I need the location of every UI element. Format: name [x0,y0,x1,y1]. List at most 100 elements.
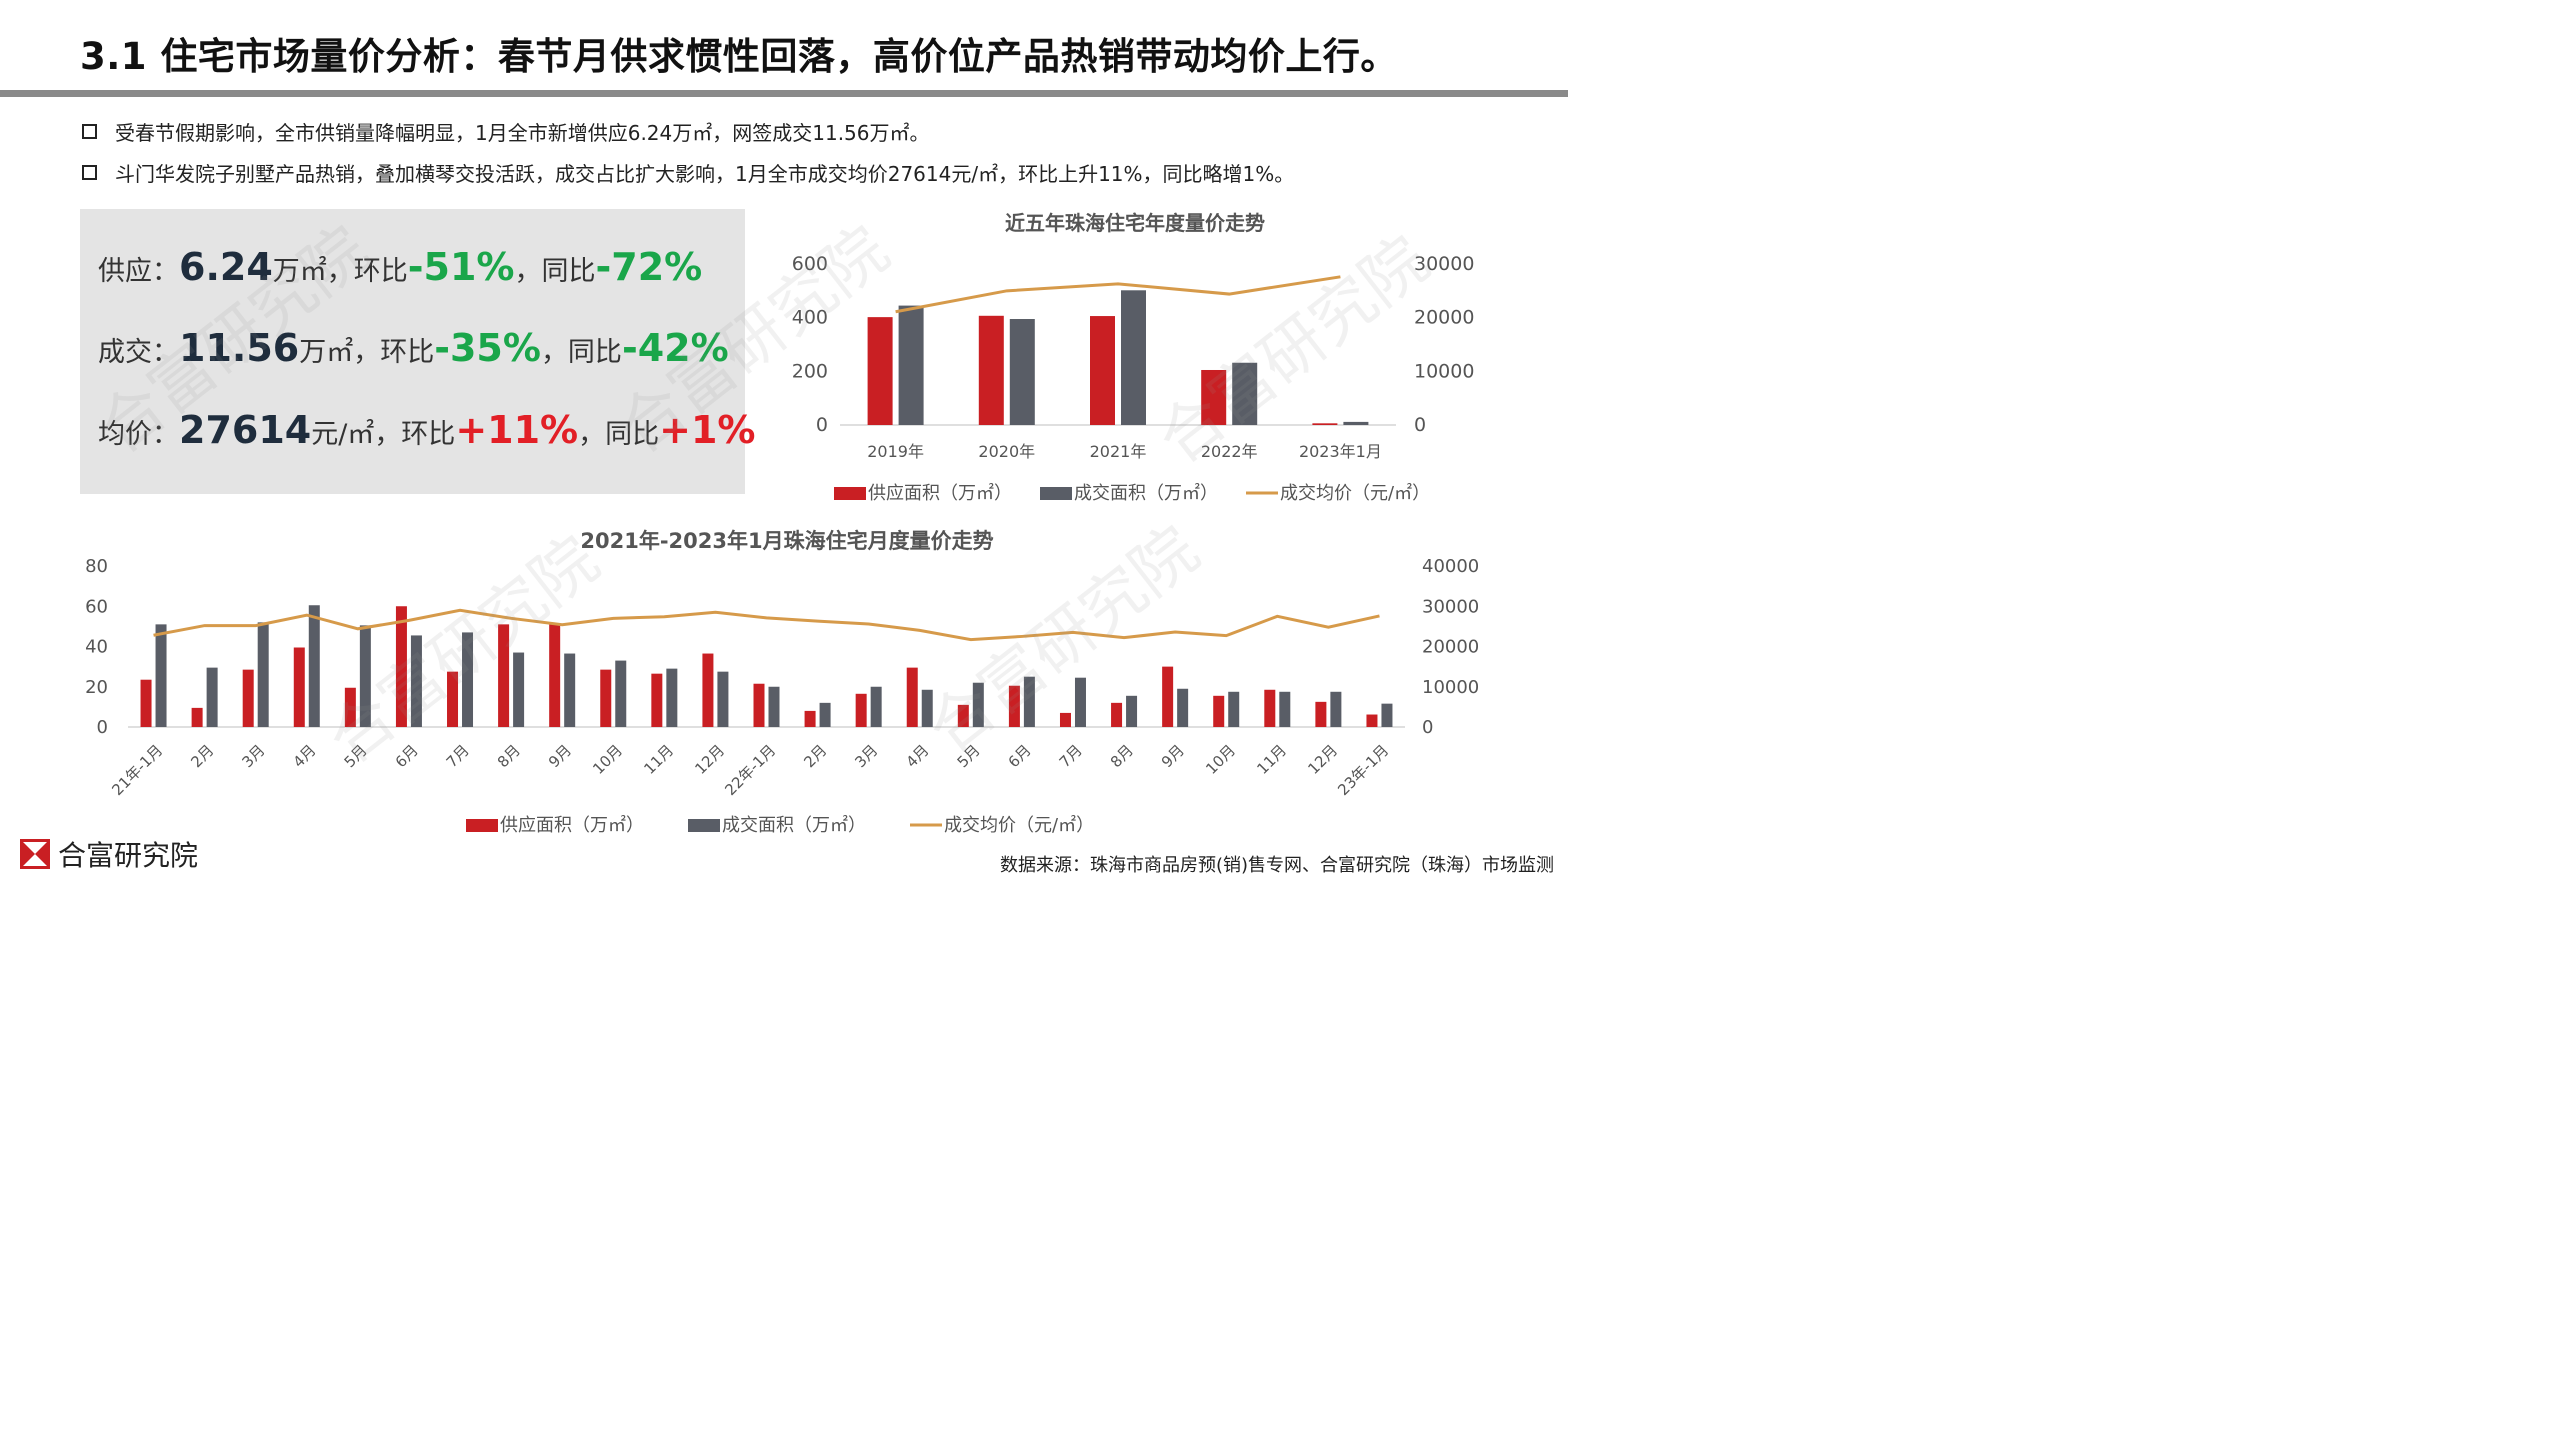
price-line [895,275,1341,314]
price-yoy-label: ，同比 [578,419,660,450]
y-right-tick-label: 10000 [1422,677,1479,698]
x-tick-label: 11月 [640,741,677,778]
x-tick-label: 12月 [1304,741,1341,778]
y-right-tick-label: 30000 [1422,596,1479,617]
bar-deal [1279,691,1291,727]
supply-stat-line: 供应：6.24万㎡，环比-51%，同比-72% [98,245,702,289]
bar-deal [717,671,729,727]
bar-deal [898,305,924,425]
bar-supply [1312,423,1338,425]
y-right-tick-label: 20000 [1422,637,1479,658]
price-mom-value: +11% [455,408,579,452]
bullet-item: 受春节假期影响，全市供销量降幅明显，1月全市新增供应6.24万㎡，网签成交11.… [82,117,930,146]
y-right-tick-label: 40000 [1422,556,1479,577]
bar-deal [972,682,984,727]
x-tick-label: 5月 [341,741,371,771]
x-tick-label: 3月 [851,741,881,771]
bar-deal [1074,677,1086,727]
bar-deal [1330,691,1342,727]
price-unit: 元/㎡ [311,419,375,450]
deal-mom-value: -35% [434,326,541,370]
bar-deal [155,624,167,727]
logo-mark-icon [20,839,50,869]
x-tick-label: 7月 [443,741,473,771]
bar-deal [615,660,627,727]
bar-deal [1023,676,1035,727]
bar-supply [978,315,1004,425]
supply-unit: 万㎡ [272,256,327,287]
x-tick-label: 2021年 [1090,442,1147,461]
supply-yoy-label: ，同比 [514,256,596,287]
data-source-note: 数据来源：珠海市商品房预(销)售专网、合富研究院（珠海）市场监测 [999,855,1554,876]
bar-supply [242,669,254,727]
key-stats-panel: 供应：6.24万㎡，环比-51%，同比-72% 成交：11.56万㎡，环比-35… [80,209,755,494]
legend-label: 成交均价（元/㎡） [944,814,1094,836]
y-right-tick-label: 0 [1422,717,1433,738]
bar-supply [1264,689,1276,727]
supply-label: 供应： [98,256,179,287]
y-right-tick-label: 10000 [1414,360,1474,382]
chart-title: 近五年珠海住宅年度量价走势 [1005,211,1265,235]
bar-supply [498,624,510,727]
bar-supply [293,647,305,727]
y-right-tick-label: 20000 [1414,307,1474,329]
annual-chart: 近五年珠海住宅年度量价走势 0 200 400 600 0 10000 20000 30000 2… [792,211,1475,504]
x-tick-label: 9月 [1158,741,1188,771]
price-mom-label: ，环比 [374,419,456,450]
supply-mom-value: -51% [407,245,515,289]
brand-logo: 合富研究院 [20,834,198,874]
bar-supply [191,707,203,727]
x-tick-label: 7月 [1056,741,1086,771]
x-tick-label: 2月 [187,741,217,771]
bar-supply [855,693,867,727]
deal-mom-label: ，环比 [353,337,435,368]
price-yoy-value: +1% [659,408,756,452]
x-tick-label: 6月 [1005,741,1035,771]
deal-label: 成交： [98,337,179,368]
y-left-tick-label: 80 [85,556,108,577]
legend-label: 供应面积（万㎡） [500,814,644,836]
legend-label: 成交面积（万㎡） [722,814,866,836]
bar-deal [921,689,933,727]
x-tick-label: 12月 [691,741,728,778]
x-tick-label: 8月 [494,741,524,771]
x-tick-label: 5月 [954,741,984,771]
title-divider [0,90,1568,97]
price-line [153,608,1380,642]
supply-mom-label: ，环比 [326,256,408,287]
bar-deal [1009,319,1035,425]
y-left-tick-label: 40 [85,637,108,658]
bullet-square-icon [82,124,97,139]
bar-supply [1111,702,1123,727]
bullet-square-icon [82,165,97,180]
legend-label: 成交均价（元/㎡） [1280,482,1430,504]
bar-deal [308,605,320,727]
chart-title: 2021年-2023年1月珠海住宅月度量价走势 [580,529,993,553]
bar-deal [1232,362,1258,425]
monthly-chart: 2021年-2023年1月珠海住宅月度量价走势 0 20 40 60 80 0 10000 20… [85,529,1479,836]
logo-text: 合富研究院 [58,839,199,872]
bar-supply [1315,701,1327,727]
bar-deal [410,635,422,727]
bar-deal [1343,421,1369,425]
x-tick-label: 22年-1月 [721,741,779,799]
x-tick-label: 8月 [1107,741,1137,771]
y-right-tick-label: 30000 [1414,253,1474,275]
price-stat-line: 均价：27614元/㎡，环比+11%，同比+1% [98,408,755,452]
bar-supply [447,671,459,727]
bar-supply [1162,666,1174,727]
bar-supply [600,669,612,727]
legend-swatch-supply [834,487,866,500]
bar-supply [140,679,152,727]
bar-deal [1228,691,1240,727]
bar-supply [344,687,356,727]
deal-stat-line: 成交：11.56万㎡，环比-35%，同比-42% [98,326,729,370]
x-tick-label: 11月 [1253,741,1290,778]
bar-supply [804,710,816,727]
bar-supply [1201,369,1227,425]
bar-supply [395,606,407,727]
x-tick-label: 2019年 [867,442,924,461]
deal-value: 11.56 [179,326,300,370]
price-value: 27614 [179,408,312,452]
bullet-text: 斗门华发院子别墅产品热销，叠加横琴交投活跃，成交占比扩大影响，1月全市成交均价2… [115,162,1295,186]
